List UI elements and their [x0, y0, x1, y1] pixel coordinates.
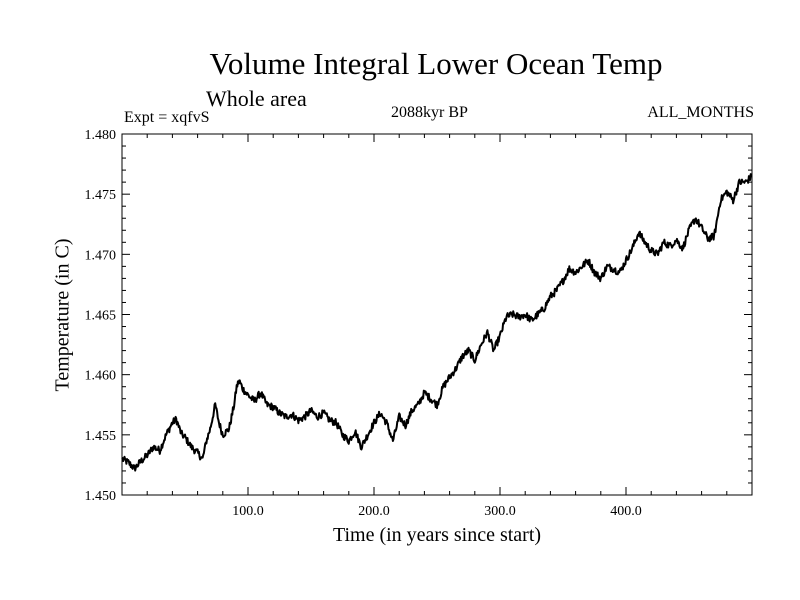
experiment-label: Expt = xqfvS — [124, 109, 210, 126]
chart-title: Volume Integral Lower Ocean Temp — [209, 46, 663, 81]
y-tick-label: 1.450 — [85, 489, 117, 504]
x-axis-label: Time (in years since start) — [332, 524, 542, 546]
x-tick-label: 200.0 — [358, 504, 390, 519]
y-tick-label: 1.465 — [85, 309, 117, 324]
x-tick-label: 400.0 — [610, 504, 642, 519]
temperature-series-line — [121, 173, 753, 472]
y-tick-label: 1.470 — [85, 248, 117, 263]
y-tick-label: 1.460 — [85, 369, 117, 384]
x-tick-label: 300.0 — [484, 504, 516, 519]
chart-subtitle: Whole area — [206, 86, 307, 111]
epoch-label: 2088kyr BP — [391, 104, 468, 121]
months-label: ALL_MONTHS — [647, 104, 754, 121]
y-tick-label: 1.480 — [85, 128, 117, 143]
y-tick-label: 1.455 — [85, 429, 117, 444]
plot-frame — [121, 133, 753, 496]
axis-ticks: 1.450 1.455 1.460 1.465 1.470 1.475 1.480 100.0… — [85, 128, 752, 519]
y-tick-label: 1.475 — [85, 188, 117, 203]
x-tick-label: 100.0 — [232, 504, 264, 519]
